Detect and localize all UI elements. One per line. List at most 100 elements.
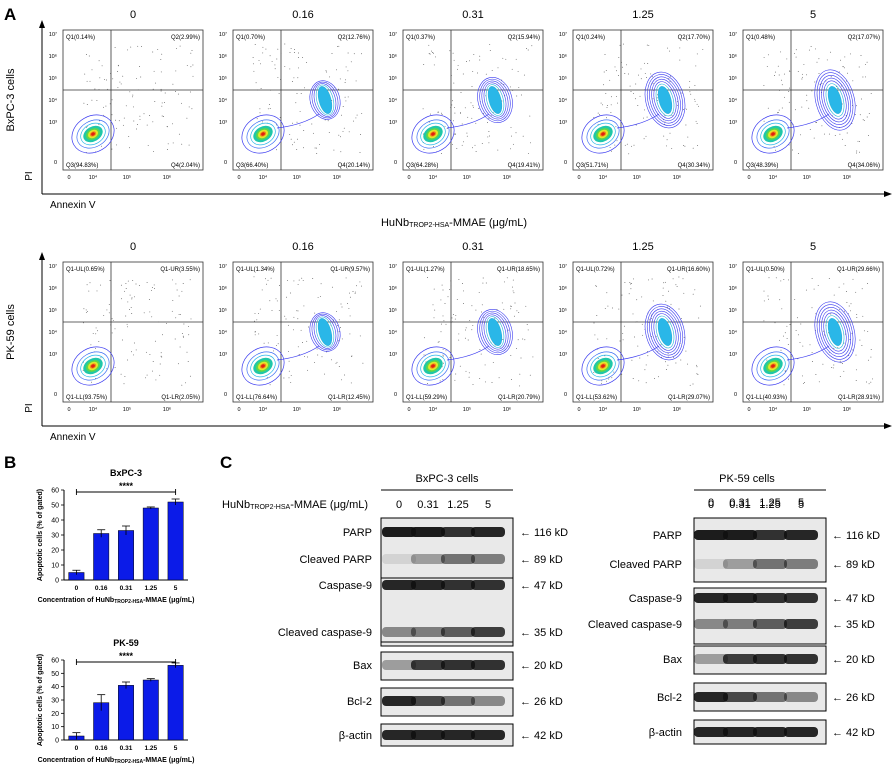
event-dot: [258, 312, 260, 314]
bar-y-tick-label: 30: [51, 533, 59, 540]
event-dot: [265, 278, 267, 280]
event-dot: [253, 70, 255, 72]
event-dot: [96, 100, 98, 102]
event-dot: [160, 355, 162, 357]
event-dot: [813, 137, 815, 139]
event-dot: [609, 79, 611, 81]
event-dot: [340, 303, 342, 305]
event-dot: [613, 371, 615, 373]
event-dot: [161, 356, 163, 358]
event-dot: [437, 341, 439, 343]
event-dot: [338, 88, 340, 90]
event-dot: [127, 359, 129, 361]
wb-size-marker: ← 26 kD: [832, 692, 875, 704]
event-dot: [443, 320, 445, 322]
bar: [167, 665, 184, 741]
x-tick-label: 0: [237, 407, 240, 413]
event-dot: [698, 105, 699, 107]
event-dot: [783, 335, 784, 337]
event-dot: [646, 44, 648, 46]
bar-y-tick-label: 20: [51, 548, 59, 555]
event-dot: [137, 45, 139, 47]
event-dot: [462, 283, 463, 284]
event-dot: [654, 378, 656, 380]
y-tick-label: 10⁵: [389, 307, 397, 314]
event-dot: [422, 108, 424, 110]
event-dot: [139, 115, 141, 117]
wb-size-marker: ← 35 kD: [520, 627, 563, 639]
x-tick-label: 0: [577, 175, 580, 181]
x-tick-label: 0: [67, 175, 70, 181]
event-dot: [621, 294, 623, 296]
event-dot: [276, 334, 278, 336]
event-dot: [833, 294, 835, 296]
event-dot: [159, 363, 161, 365]
x-tick-label: 10⁶: [163, 174, 171, 181]
event-dot: [260, 88, 262, 90]
event-dot: [339, 327, 341, 329]
dose-label: 1.25: [632, 241, 653, 253]
event-dot: [792, 149, 793, 151]
event-dot: [105, 79, 107, 81]
event-dot: [290, 381, 292, 383]
wb-band: [471, 730, 505, 740]
event-dot: [665, 361, 667, 363]
event-dot: [276, 300, 278, 302]
event-dot: [597, 112, 599, 114]
event-dot: [527, 49, 529, 51]
plot-frame: [62, 29, 204, 171]
arrow-head-right: [884, 423, 892, 429]
wb-size-marker: ← 42 kD: [832, 727, 875, 739]
event-dot: [868, 113, 870, 115]
event-dot: [597, 338, 599, 340]
event-dot: [120, 373, 122, 375]
event-dot: [461, 123, 463, 125]
wb-band: [471, 627, 505, 637]
event-dot: [795, 49, 797, 51]
event-dot: [864, 63, 866, 65]
wb-protein-label: Cleaved caspase-9: [278, 627, 372, 639]
quadrant-ur-label: Q2(17.07%): [848, 35, 880, 41]
event-dot: [438, 341, 440, 343]
contour-ring-apoptotic: [477, 77, 513, 123]
contour-ring-apoptotic: [651, 310, 679, 354]
event-dot: [154, 340, 156, 342]
event-dot: [774, 71, 776, 73]
event-dot: [312, 278, 314, 279]
event-dot: [296, 138, 298, 140]
event-dot: [450, 106, 452, 108]
quadrant-ur-label: Q2(17.70%): [678, 35, 710, 41]
event-dot: [86, 104, 88, 105]
event-dot: [490, 115, 492, 117]
bar-x-axis-label-sub: TROP2-HSA: [114, 599, 143, 605]
event-dot: [454, 379, 456, 381]
event-dot: [455, 373, 457, 375]
wb-band: [441, 696, 475, 706]
event-dot: [608, 378, 610, 380]
event-dot: [870, 381, 872, 383]
wb-protein-label: PARP: [343, 527, 372, 539]
event-dot: [269, 384, 271, 386]
event-dot: [628, 153, 630, 155]
event-dot: [431, 50, 432, 52]
event-dot: [454, 318, 456, 320]
x-tick-label: 0: [577, 407, 580, 413]
event-dot: [456, 298, 458, 300]
event-dot: [354, 292, 356, 294]
quadrant-ul-label: Q1(0.70%): [236, 35, 265, 41]
event-dot: [516, 348, 517, 350]
event-dot: [452, 321, 454, 323]
event-dot: [514, 302, 516, 304]
event-dot: [159, 374, 161, 376]
event-dot: [429, 53, 431, 55]
contour-ring: [261, 132, 265, 136]
event-dot: [485, 73, 487, 75]
event-dot: [350, 61, 352, 63]
event-dot: [843, 283, 845, 285]
contour-ring: [246, 351, 280, 381]
event-dot: [438, 111, 440, 113]
plot-frame: [62, 261, 204, 403]
event-dot: [622, 339, 624, 341]
event-dot: [601, 382, 602, 384]
event-dot: [164, 92, 166, 94]
